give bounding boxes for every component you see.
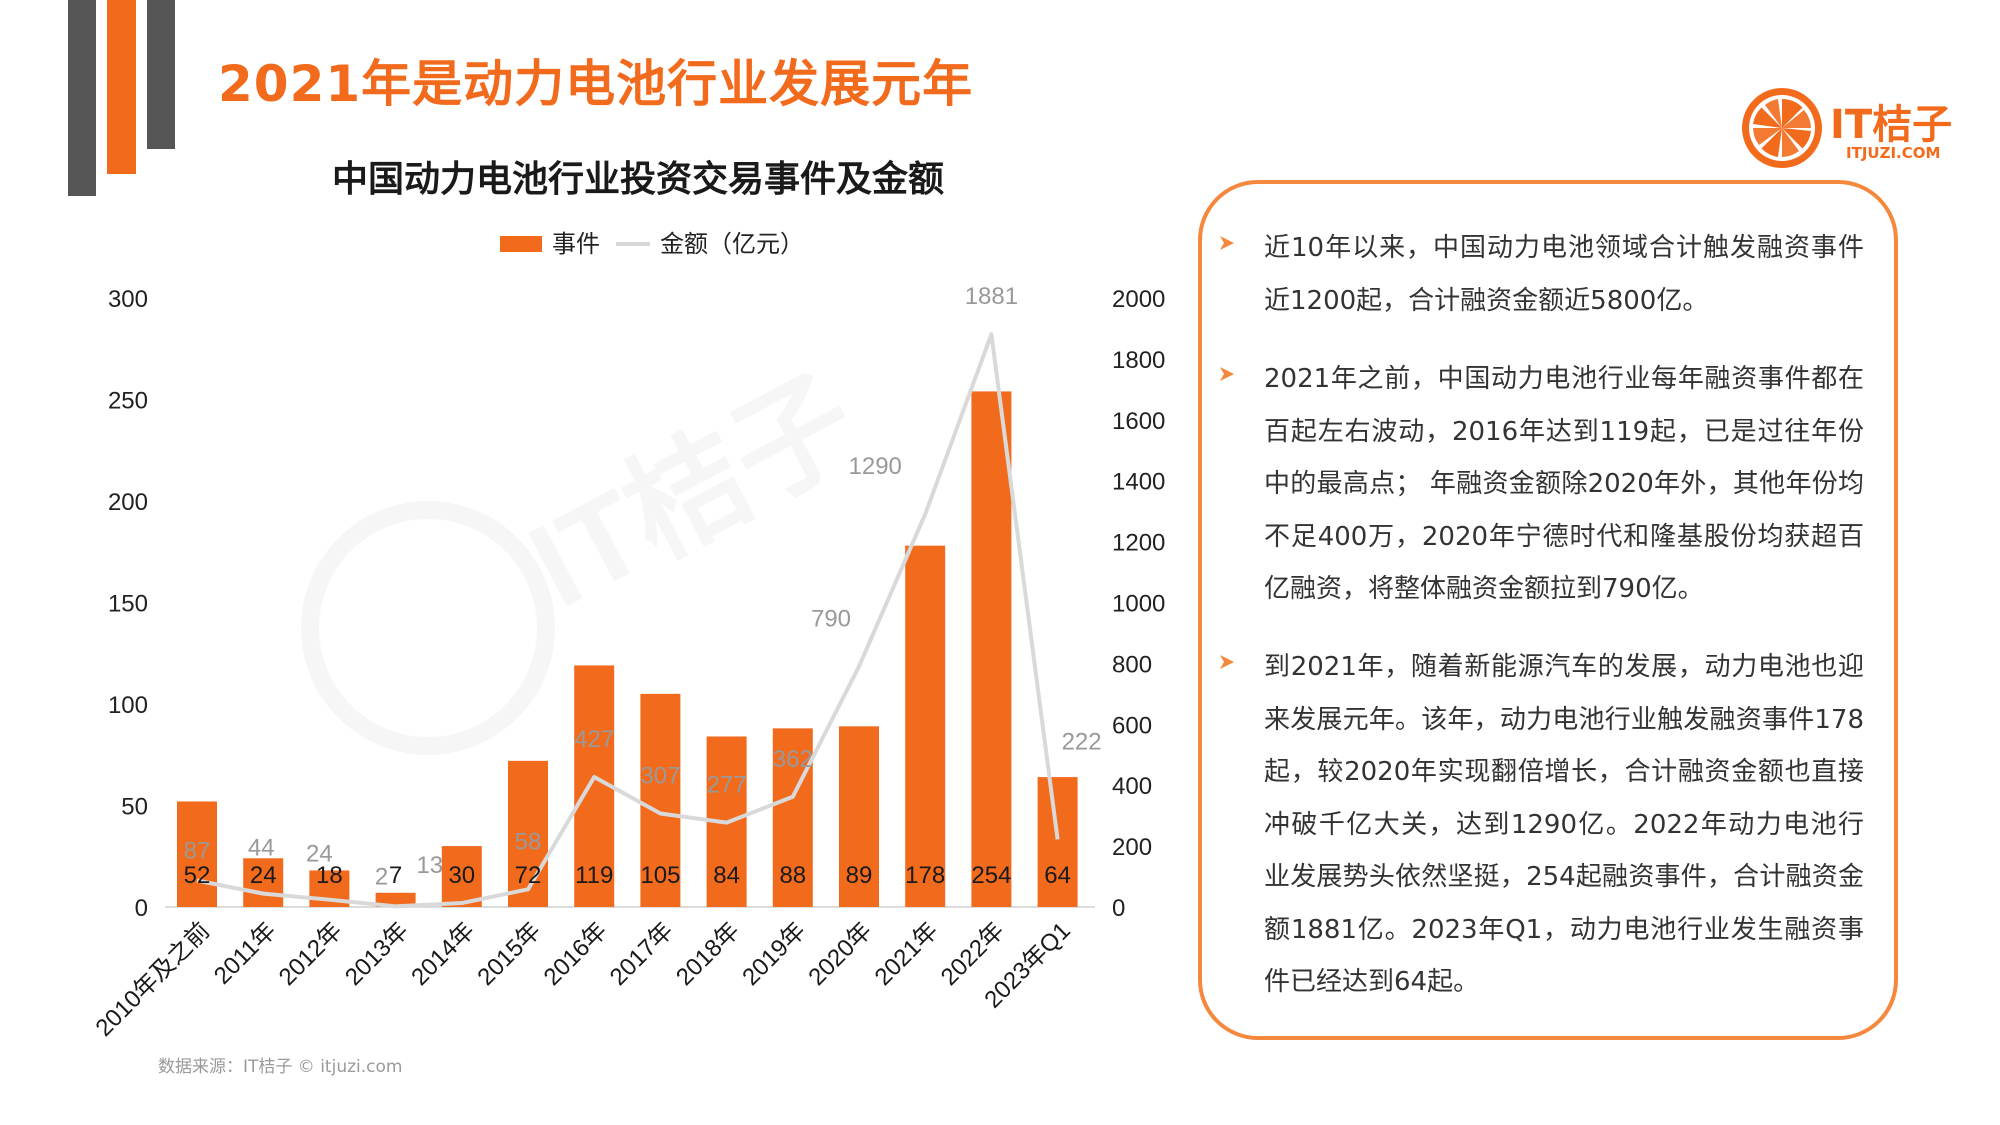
bar-value-label: 18 [316,862,343,889]
bar-value-label: 88 [779,862,806,889]
y-left-tick-label: 150 [108,591,148,618]
bar [839,726,879,907]
info-bullet-text: 2021年之前，中国动力电池行业每年融资事件都在百起左右波动，2016年达到11… [1264,364,1864,604]
line-value-label: 1290 [849,453,902,480]
y-right-tick-label: 1000 [1112,591,1165,618]
line-value-label: 58 [515,828,542,855]
info-bullet-text: 到2021年，随着新能源汽车的发展，动力电池也迎来发展元年。该年，动力电池行业触… [1264,652,1864,997]
x-tick-label: 2021年 [870,917,944,991]
chart-title: 中国动力电池行业投资交易事件及金额 [332,159,945,200]
y-right-tick-label: 0 [1112,895,1125,922]
line-value-label: 307 [640,763,680,790]
y-left-tick-label: 0 [135,895,148,922]
bar [772,728,813,907]
line-value-label: 362 [773,746,813,773]
y-right-tick-label: 200 [1112,834,1152,861]
combo-chart: IT桔子 事件 金额（亿元） 0 50 100 150 200 250 300 0 200 400… [91,231,1166,1042]
line-value-label: 790 [811,605,851,632]
brand-url: ITJUZI.COM [1846,144,1941,162]
bar-value-label: 64 [1044,862,1071,889]
y-left-tick-label: 250 [108,388,148,415]
bar-value-label: 30 [448,862,475,889]
bar-value-label: 89 [846,862,873,889]
y-right-tick-label: 1200 [1112,530,1165,557]
y-right-tick-label: 400 [1112,773,1152,800]
bar [640,693,681,907]
watermark-orange-icon [301,501,555,755]
y-left-tick-label: 50 [121,794,148,821]
line-value-label: 1881 [965,283,1018,310]
x-tick-label: 2018年 [671,917,745,991]
chart-legend: 事件 金额（亿元） [500,231,804,258]
header-stripe-orange [107,0,136,174]
x-tick-label: 2020年 [803,917,877,991]
bar [243,858,284,907]
bar [1037,777,1078,907]
y-right-tick-label: 2000 [1112,286,1165,313]
line-value-label: 277 [707,772,747,799]
legend-label-line: 金额（亿元） [660,231,804,258]
y-left-tick-label: 100 [108,692,148,719]
bar-value-label: 7 [389,862,402,889]
x-tick-label: 2012年 [274,917,348,991]
x-tick-label: 2017年 [605,917,679,991]
legend-label-bar: 事件 [552,231,600,258]
bar-value-label: 105 [640,862,680,889]
info-bullet-text: 近10年以来，中国动力电池领域合计触发融资事件近1200起，合计融资金额近580… [1264,233,1864,316]
line-value-label: 2 [375,863,388,890]
line-series [196,332,1060,909]
y-axis-left: 0 50 100 150 200 250 300 [108,286,148,922]
line-path [196,332,1060,909]
bar-value-label: 254 [971,862,1011,889]
header-stripe-dark-right [147,0,175,149]
x-tick-label: 2014年 [406,917,480,991]
y-right-tick-label: 800 [1112,651,1152,678]
arrow-bullet-icon [1220,655,1234,669]
legend-swatch-bar [500,236,542,252]
info-panel [1198,180,1898,1040]
bar [441,846,482,907]
header-stripe-dark-left [68,0,96,196]
bar-value-label: 52 [184,862,211,889]
bar-value-label: 72 [515,862,542,889]
line-value-label: 44 [248,835,275,862]
line-value-label: 13 [416,852,443,879]
brand-name: IT桔子 [1830,102,1953,148]
bar [177,801,217,907]
x-tick-label: 2011年 [209,917,282,990]
line-value-label: 24 [306,841,333,868]
x-tick-label: 2019年 [737,917,811,991]
x-axis-tick-labels: 2010年及之前2011年2012年2013年2014年2015年2016年20… [91,917,1076,1042]
y-right-tick-label: 600 [1112,712,1152,739]
orange-slice-logo-icon [1742,88,1822,168]
x-tick-label: 2016年 [539,917,613,991]
bar [971,391,1012,907]
line-value-label: 222 [1062,728,1102,755]
line-value-label: 87 [184,838,211,865]
y-axis-right: 0 200 400 600 800 1000 1200 1400 1600 1800 2000 [1112,286,1165,922]
x-tick-label: 2010年及之前 [91,917,216,1042]
page-title: 2021年是动力电池行业发展元年 [218,55,974,113]
bar-value-label: 84 [713,862,740,889]
bar-series [177,391,1078,907]
bar [508,760,548,907]
bar-value-labels: 52 24 18 7 30 72 119 105 84 88 89 178 254 64 [184,862,1071,889]
watermark-text: IT桔子 [509,352,878,633]
y-left-tick-label: 300 [108,286,148,313]
y-left-tick-label: 200 [108,489,148,516]
line-value-label: 427 [574,726,614,753]
bar [905,545,946,907]
bar-value-label: 178 [905,862,945,889]
arrow-bullet-icon [1220,367,1234,381]
bar-value-label: 24 [250,862,277,889]
x-tick-label: 2013年 [340,917,414,991]
source-note: 数据来源：IT桔子 © itjuzi.com [158,1057,403,1077]
y-right-tick-label: 1800 [1112,347,1165,374]
x-tick-label: 2015年 [472,917,546,991]
y-right-tick-label: 1600 [1112,408,1165,435]
arrow-bullet-icon [1220,236,1234,250]
y-right-tick-label: 1400 [1112,469,1165,496]
bar-value-label: 119 [575,862,613,889]
